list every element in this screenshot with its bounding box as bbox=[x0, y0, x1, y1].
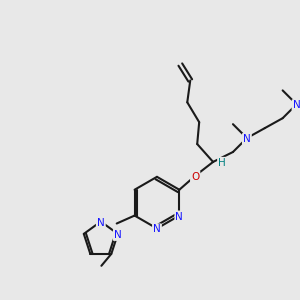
Text: N: N bbox=[97, 218, 105, 227]
Text: H: H bbox=[218, 158, 226, 168]
Text: O: O bbox=[191, 172, 199, 182]
Text: N: N bbox=[114, 230, 122, 240]
Text: N: N bbox=[243, 134, 251, 144]
Text: N: N bbox=[293, 100, 300, 110]
Text: N: N bbox=[153, 224, 161, 235]
Text: N: N bbox=[176, 212, 183, 222]
